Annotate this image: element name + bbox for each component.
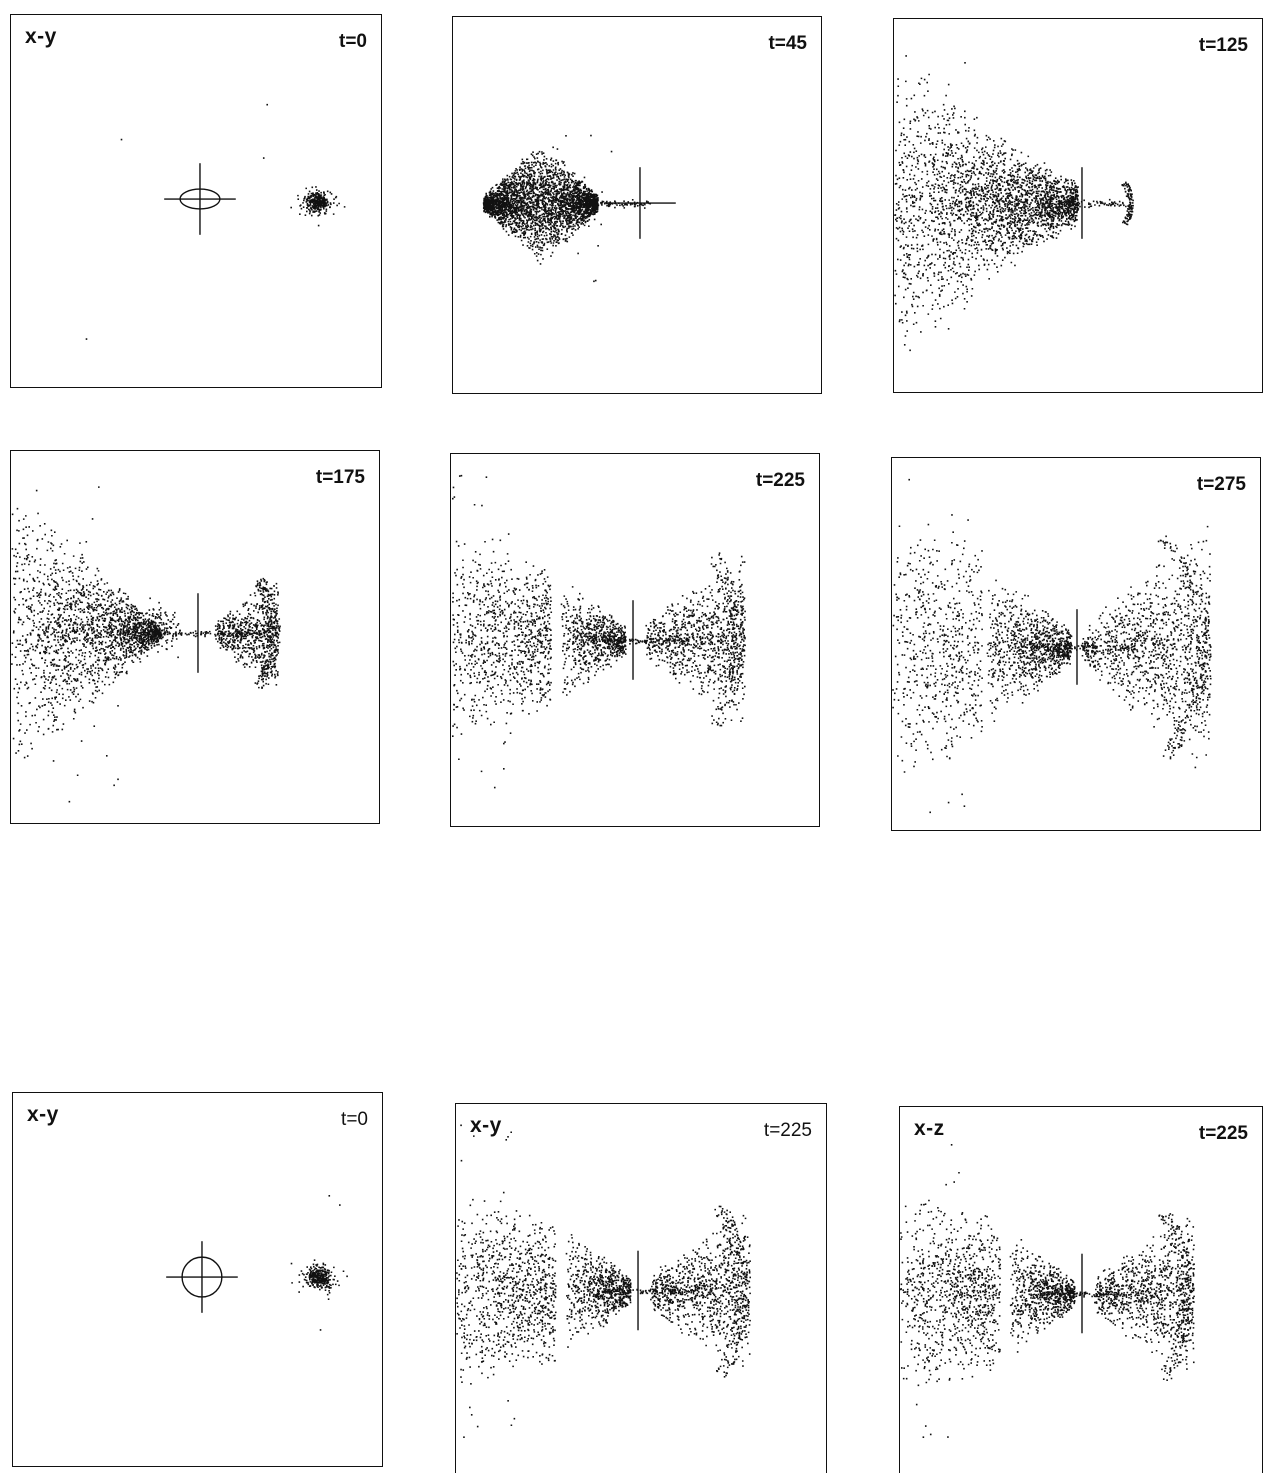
- panel-5: t=225: [450, 453, 820, 827]
- panel-6: t=275: [891, 457, 1261, 831]
- particle-plot: [456, 1124, 752, 1438]
- time-label: t=275: [1196, 474, 1246, 495]
- particle-cloud: [894, 55, 1134, 352]
- panel-2: t=45: [452, 16, 822, 394]
- plane-label: x-y: [27, 1103, 59, 1126]
- particle-plot: [892, 478, 1212, 814]
- center-cross: [166, 1241, 238, 1313]
- center-cross: [604, 167, 676, 239]
- time-label: t=0: [341, 1109, 368, 1130]
- panel-8: x-y t=225: [455, 1103, 827, 1473]
- particle-cloud: [900, 1144, 1195, 1438]
- particle-plot: [451, 474, 746, 789]
- particle-plot: [900, 1144, 1195, 1438]
- time-label: t=225: [755, 470, 805, 491]
- time-label: t=175: [315, 467, 365, 488]
- particle-cloud: [85, 103, 346, 340]
- plane-label: x-y: [470, 1114, 502, 1137]
- particle-cloud: [892, 478, 1212, 814]
- panel-4: t=175: [10, 450, 380, 824]
- center-cross: [164, 163, 236, 235]
- panel-9: x-z t=225: [899, 1106, 1263, 1473]
- particle-plot: [11, 486, 281, 803]
- panel-1: x-y t=0: [10, 14, 382, 388]
- particle-plot: [85, 103, 346, 340]
- particle-cloud: [482, 134, 652, 283]
- time-label: t=225: [763, 1120, 812, 1141]
- time-label: t=45: [768, 33, 807, 54]
- particle-cloud: [11, 486, 281, 803]
- plane-label: x-y: [25, 25, 57, 48]
- time-label: t=225: [1198, 1123, 1248, 1144]
- panel-3: t=125: [893, 18, 1263, 393]
- particle-cloud: [456, 1124, 752, 1438]
- particle-plot: [166, 1195, 348, 1331]
- particle-cloud: [451, 474, 746, 789]
- plane-label: x-z: [914, 1117, 945, 1140]
- particle-plot: [482, 134, 676, 283]
- time-label: t=0: [339, 31, 367, 52]
- time-label: t=125: [1198, 35, 1248, 56]
- particle-plot: [894, 55, 1134, 352]
- particle-cloud: [290, 1195, 348, 1331]
- panel-7: x-y t=0: [12, 1092, 383, 1467]
